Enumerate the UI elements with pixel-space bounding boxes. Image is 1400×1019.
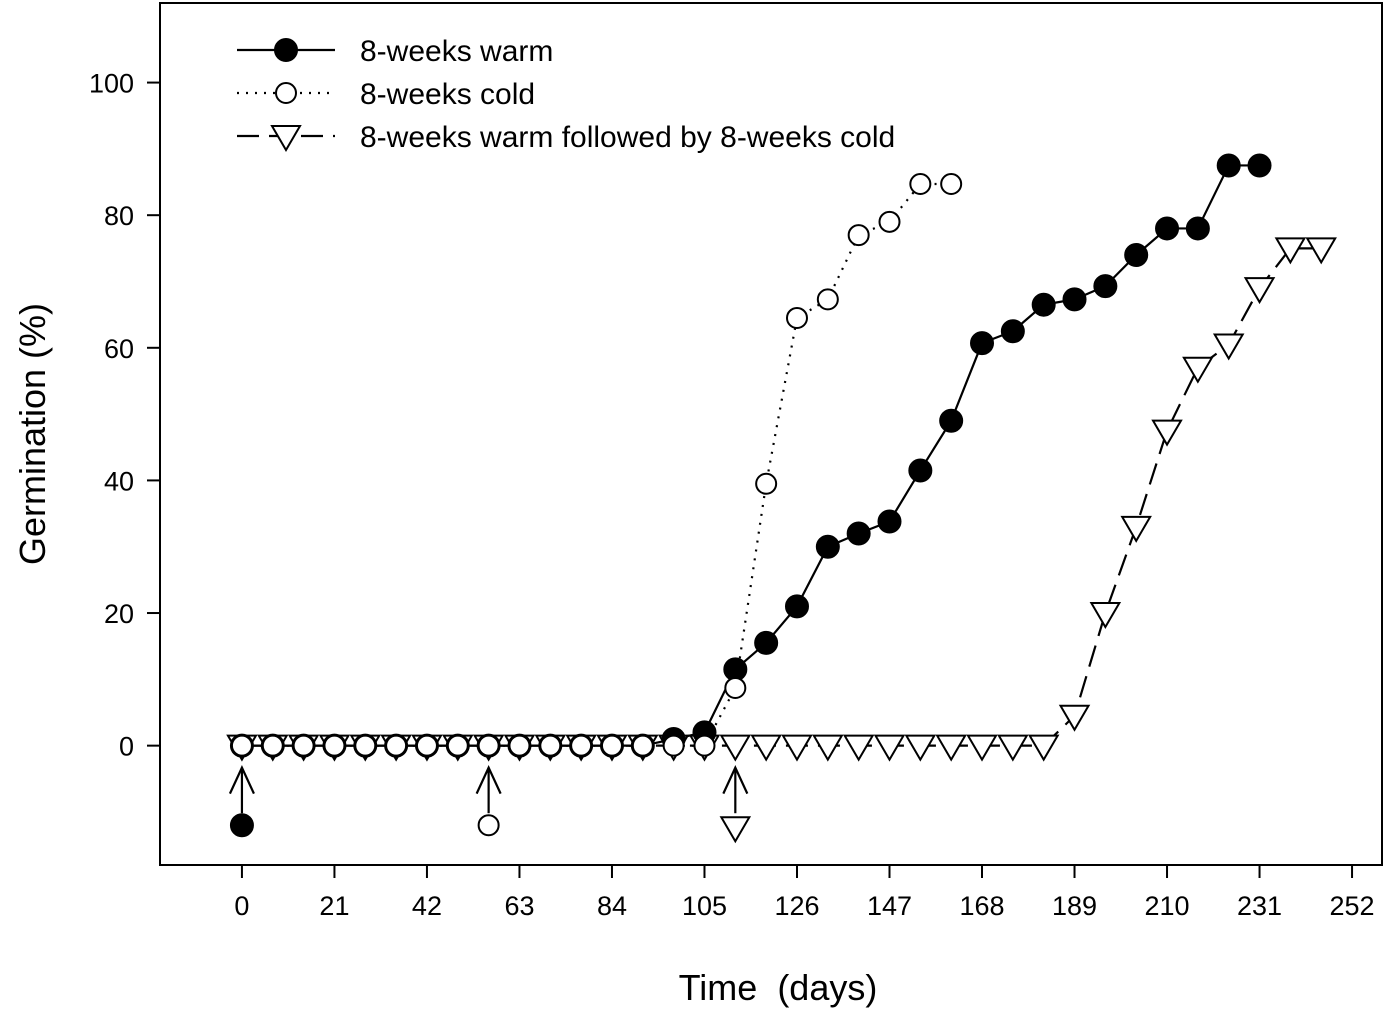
y-tick-label: 20 (104, 599, 134, 629)
x-tick-label: 168 (959, 891, 1004, 921)
data-point-2 (781, 734, 813, 762)
data-point-1 (446, 734, 469, 757)
data-point-2 (1089, 602, 1122, 630)
x-tick-label: 231 (1237, 891, 1282, 921)
data-point-2 (1151, 419, 1183, 447)
data-point-2 (812, 734, 844, 762)
data-point-1 (909, 173, 932, 196)
data-point-2 (1182, 356, 1214, 384)
data-point-2 (997, 734, 1029, 762)
data-point-2 (1212, 333, 1245, 361)
data-point-2 (1058, 704, 1091, 732)
plot-frame (159, 2, 1383, 866)
data-point-0 (1124, 242, 1149, 267)
data-point-0 (1031, 292, 1056, 317)
annotation-marker (719, 816, 752, 844)
data-point-0 (784, 594, 809, 619)
x-tick-label: 63 (504, 891, 534, 921)
arrow-head (228, 765, 255, 795)
y-tick-label: 100 (89, 69, 134, 99)
data-point-1 (631, 734, 654, 757)
x-tick-label: 84 (597, 891, 627, 921)
data-point-2 (750, 734, 782, 762)
x-tick-label: 105 (682, 891, 727, 921)
data-point-0 (908, 458, 933, 483)
data-point-2 (719, 734, 752, 762)
data-point-1 (323, 734, 346, 757)
data-point-1 (477, 734, 500, 757)
x-tick-label: 126 (774, 891, 819, 921)
data-point-2 (1305, 237, 1337, 265)
data-point-1 (662, 734, 685, 757)
data-point-1 (940, 173, 963, 196)
x-tick-label: 147 (867, 891, 912, 921)
x-tick-label: 210 (1144, 891, 1189, 921)
data-point-0 (754, 630, 779, 655)
data-point-0 (1062, 287, 1087, 312)
series-line-1 (241, 182, 952, 747)
data-point-1 (878, 210, 901, 233)
data-point-2 (1027, 734, 1060, 762)
y-axis-label: Germination (%) (12, 303, 53, 565)
data-point-1 (539, 734, 562, 757)
data-point-1 (600, 734, 623, 757)
data-point-0 (1093, 274, 1118, 299)
data-point-0 (939, 408, 964, 433)
data-point-0 (877, 509, 902, 534)
annotation-marker (477, 814, 500, 837)
annotation-marker (229, 813, 254, 838)
data-point-2 (966, 734, 998, 762)
legend-marker (274, 38, 298, 62)
data-point-1 (292, 734, 315, 757)
data-point-1 (755, 472, 778, 495)
data-point-1 (724, 676, 747, 699)
data-point-1 (693, 734, 716, 757)
legend-marker (270, 125, 302, 152)
legend-marker (275, 82, 297, 104)
data-point-2 (1274, 237, 1307, 265)
data-point-1 (847, 224, 870, 247)
data-point-0 (1155, 216, 1180, 241)
data-point-2 (842, 734, 875, 762)
data-point-2 (1120, 515, 1152, 543)
arrow-head (475, 765, 502, 795)
data-point-1 (785, 306, 808, 329)
data-point-1 (230, 734, 253, 757)
data-point-1 (415, 734, 438, 757)
x-axis-label: Time (days) (679, 967, 878, 1008)
x-tick-label: 42 (412, 891, 442, 921)
data-point-0 (1247, 153, 1272, 178)
data-point-1 (508, 734, 531, 757)
data-point-1 (354, 734, 377, 757)
data-point-0 (1000, 319, 1025, 344)
data-point-1 (816, 288, 839, 311)
data-point-1 (570, 734, 593, 757)
legend-label: 8-weeks cold (360, 78, 535, 111)
series-line-2 (241, 247, 1322, 747)
data-point-1 (261, 734, 284, 757)
y-tick-label: 60 (104, 334, 134, 364)
data-point-1 (385, 734, 408, 757)
x-tick-label: 189 (1052, 891, 1097, 921)
legend-label: 8-weeks warm followed by 8-weeks cold (360, 121, 895, 154)
data-point-2 (873, 734, 906, 762)
legend-label: 8-weeks warm (360, 35, 553, 68)
x-tick-label: 21 (319, 891, 349, 921)
data-point-0 (1185, 216, 1210, 241)
data-point-0 (846, 521, 871, 546)
x-tick-label: 252 (1330, 891, 1375, 921)
data-point-2 (935, 734, 967, 762)
y-tick-label: 40 (104, 466, 134, 496)
data-point-0 (815, 534, 840, 559)
data-point-2 (904, 734, 937, 762)
data-point-0 (970, 331, 995, 356)
series-line-0 (241, 164, 1260, 747)
arrow-head (722, 765, 749, 795)
y-tick-label: 80 (104, 201, 134, 231)
data-point-2 (1243, 277, 1276, 305)
data-point-0 (1216, 153, 1241, 178)
y-tick-label: 0 (119, 732, 134, 762)
x-tick-label: 0 (234, 891, 249, 921)
